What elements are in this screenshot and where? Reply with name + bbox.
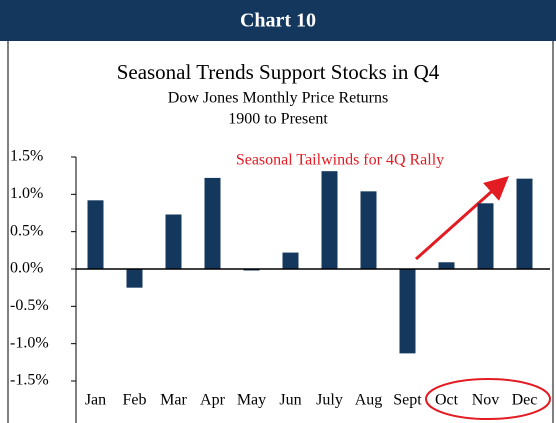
x-tick-label: Jun xyxy=(279,392,301,409)
bar xyxy=(126,269,143,288)
x-tick-label: Oct xyxy=(435,392,459,409)
x-tick-label: Mar xyxy=(160,392,187,409)
header-bar xyxy=(0,0,556,41)
y-tick-label: 1.0% xyxy=(10,185,43,202)
bar xyxy=(87,200,104,269)
chart-title: Seasonal Trends Support Stocks in Q4 xyxy=(117,60,440,84)
y-tick-label: 0.5% xyxy=(10,222,43,239)
y-tick-label: -0.5% xyxy=(10,297,49,314)
chart-subtitle: 1900 to Present xyxy=(228,111,328,128)
x-tick-label: May xyxy=(237,392,266,409)
x-tick-label: Nov xyxy=(472,392,500,409)
chart-subtitle: Dow Jones Monthly Price Returns xyxy=(168,90,388,107)
x-tick-label: Feb xyxy=(123,392,147,409)
header-title: Chart 10 xyxy=(240,10,316,32)
x-tick-label: July xyxy=(316,392,343,409)
bar xyxy=(282,252,299,269)
x-tick-label: Sept xyxy=(393,392,422,409)
bar xyxy=(165,214,182,269)
y-tick-label: 1.5% xyxy=(10,148,43,165)
bar xyxy=(477,203,494,269)
bar xyxy=(516,178,533,269)
y-tick-label: -1.5% xyxy=(10,372,49,389)
highlight-ellipse xyxy=(425,378,551,420)
bar xyxy=(360,191,377,269)
bar xyxy=(438,262,455,269)
bar xyxy=(204,177,221,269)
x-tick-label: Apr xyxy=(200,392,226,409)
bar xyxy=(321,171,338,269)
x-tick-label: Jan xyxy=(85,392,106,409)
x-tick-label: Aug xyxy=(355,392,383,409)
annotation: Seasonal Tailwinds for 4Q Rally xyxy=(236,152,444,169)
y-tick-label: -1.0% xyxy=(10,334,49,351)
annotation-arrow xyxy=(415,176,509,261)
bar xyxy=(399,269,416,354)
y-tick-label: 0.0% xyxy=(10,260,43,277)
x-tick-label: Dec xyxy=(512,392,538,409)
